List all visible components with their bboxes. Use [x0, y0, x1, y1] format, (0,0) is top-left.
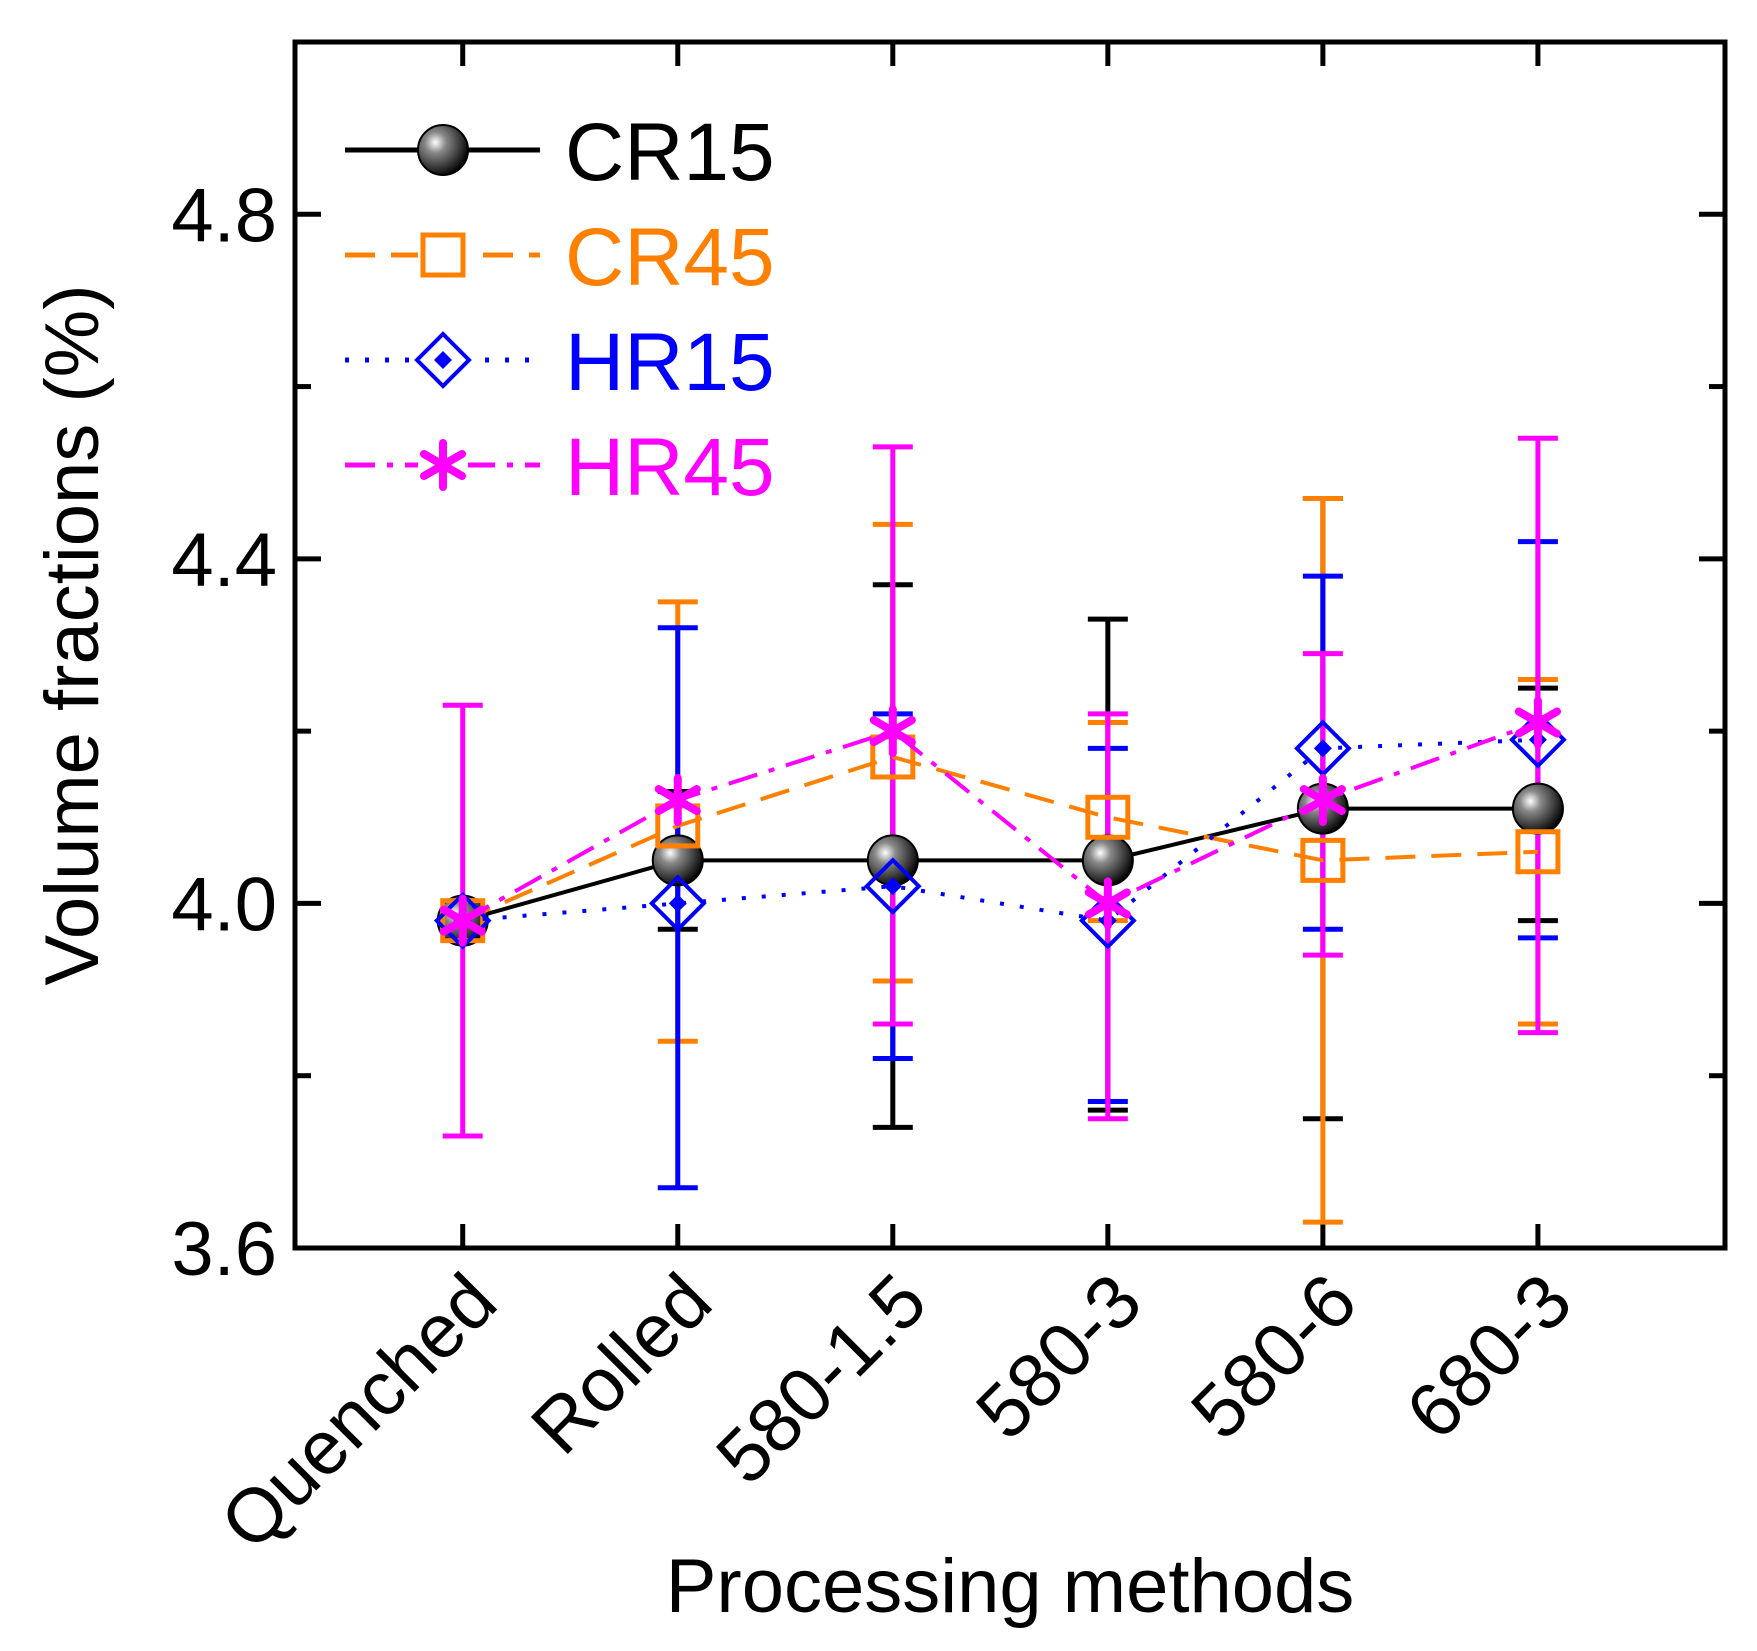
legend-marker [414, 331, 472, 389]
data-point [1300, 837, 1346, 883]
axis-ticks [295, 39, 1725, 1251]
data-point [1514, 696, 1561, 749]
asterisk-stroke [439, 905, 486, 936]
legend-marker [420, 232, 466, 278]
asterisk-stroke [1299, 785, 1346, 816]
x-tick-label: 680-3 [1390, 1258, 1588, 1456]
data-point [654, 774, 701, 827]
asterisk-stroke [1084, 888, 1131, 919]
data-point [1299, 774, 1346, 827]
series-line [461, 754, 1538, 923]
series-line [462, 737, 1538, 923]
legend: CR15 CR45 HR15 HR45 [345, 107, 775, 513]
x-tick-label: 580-1.5 [700, 1258, 942, 1500]
x-tick-label: 580-3 [960, 1258, 1158, 1456]
data-point-center [1313, 739, 1332, 758]
data-point-center [668, 894, 687, 913]
series-line [462, 806, 1538, 923]
legend-marker-center [434, 351, 452, 369]
data-point [1515, 829, 1561, 875]
asterisk-stroke [869, 716, 916, 747]
series-CR15 [436, 782, 1564, 947]
x-tick-label: 580-6 [1175, 1258, 1373, 1456]
data-point [439, 894, 486, 947]
legend-marker [419, 439, 467, 491]
data-point [1084, 877, 1131, 930]
legend-label: HR45 [565, 422, 775, 513]
data-point [863, 857, 922, 916]
data-point [648, 874, 707, 933]
x-tick-label: Quenched [205, 1258, 513, 1566]
legend-label: HR15 [565, 317, 775, 408]
y-tick-label: 4.4 [171, 518, 277, 603]
y-tick-label: 3.6 [171, 1207, 277, 1292]
y-tick-label: 4.0 [171, 862, 277, 947]
error-bars-HR45 [442, 435, 1558, 1139]
data-point [1085, 794, 1131, 840]
x-axis-label: Processing methods [666, 1544, 1355, 1629]
asterisk-stroke [419, 450, 467, 480]
series-HR15 [433, 710, 1567, 950]
asterisk-stroke [1514, 707, 1561, 738]
data-series [433, 435, 1567, 1225]
series-HR45 [439, 696, 1561, 947]
plot-frame [292, 39, 1728, 1251]
legend-label: CR45 [565, 212, 775, 303]
y-axis-label: Volume fractions (%) [30, 284, 115, 985]
legend-label: CR15 [565, 107, 775, 198]
data-point [869, 705, 916, 758]
x-tick-label: Rolled [515, 1258, 727, 1470]
asterisk-stroke [654, 785, 701, 816]
series-CR45 [440, 734, 1561, 944]
series-line [461, 720, 1539, 923]
legend-marker [417, 124, 469, 176]
data-point [1511, 782, 1564, 835]
data-point-center [883, 877, 902, 896]
y-tick-label: 4.8 [171, 173, 277, 258]
